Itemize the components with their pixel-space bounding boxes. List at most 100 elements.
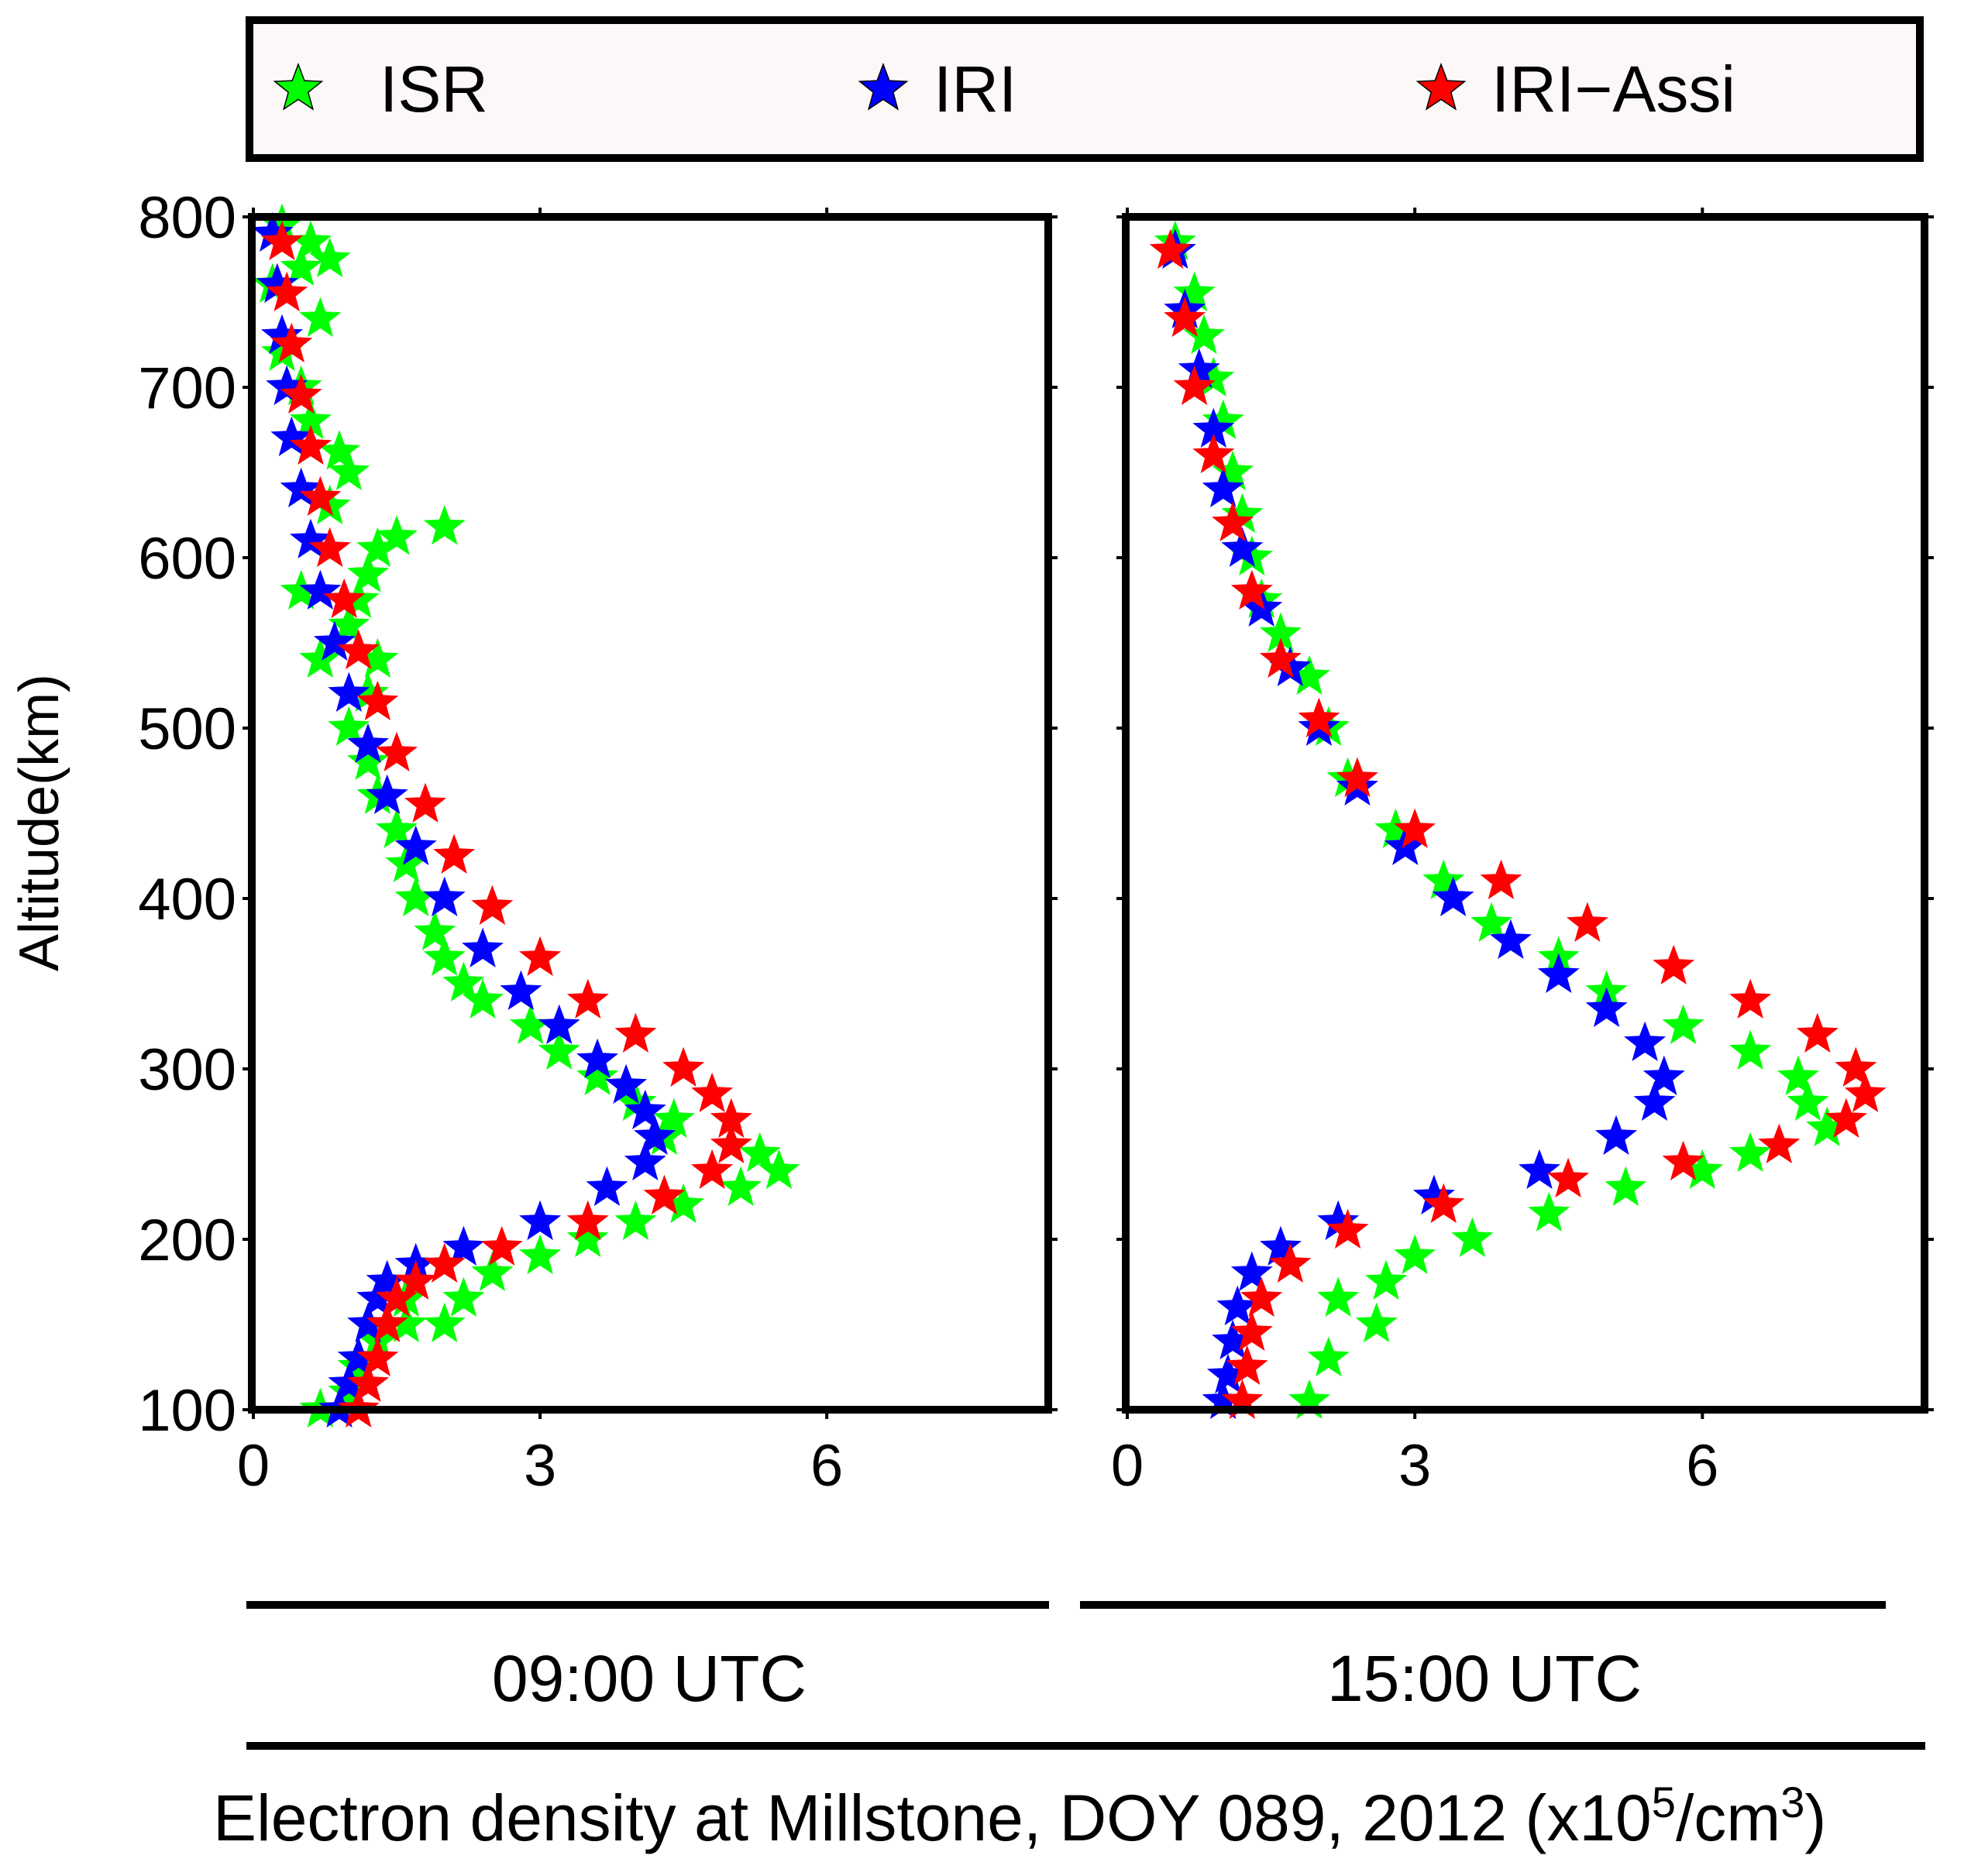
panel-1500: 0 3 6 xyxy=(1111,208,1934,1499)
point xyxy=(1432,876,1474,916)
point xyxy=(1230,569,1273,610)
point xyxy=(1221,527,1264,567)
point xyxy=(1624,1021,1667,1061)
point xyxy=(337,629,380,669)
series-iri-assi xyxy=(1149,228,1887,1419)
point xyxy=(624,1140,666,1180)
point xyxy=(270,416,313,456)
point xyxy=(280,246,322,286)
point xyxy=(1230,1311,1273,1351)
point xyxy=(347,740,390,780)
point xyxy=(738,1132,781,1172)
point xyxy=(289,424,332,465)
point xyxy=(260,220,304,260)
point xyxy=(538,1004,580,1044)
point xyxy=(442,1276,485,1317)
point xyxy=(394,825,437,865)
point xyxy=(480,1225,523,1266)
point xyxy=(347,552,390,593)
point xyxy=(1326,1208,1369,1249)
point xyxy=(1835,1046,1877,1087)
point xyxy=(1422,1183,1465,1223)
y-tick-label: 100 xyxy=(138,1378,236,1444)
point xyxy=(328,706,370,746)
point xyxy=(1796,1012,1839,1053)
y-tick-label: 700 xyxy=(138,356,236,421)
point xyxy=(423,1302,466,1342)
point xyxy=(1777,1055,1820,1095)
point xyxy=(270,322,313,362)
x-tick-label: 3 xyxy=(1398,1433,1431,1499)
point xyxy=(1164,297,1206,337)
point xyxy=(1566,902,1608,942)
point xyxy=(1422,859,1465,899)
panel-label-1500: 15:00 UTC xyxy=(1327,1642,1642,1715)
point xyxy=(1489,919,1532,959)
point xyxy=(280,373,322,414)
point xyxy=(605,1063,648,1104)
y-tick-label: 400 xyxy=(138,867,236,933)
panel-label-0900: 09:00 UTC xyxy=(492,1642,807,1715)
y-tick-label: 600 xyxy=(138,526,236,592)
point xyxy=(299,637,342,678)
point xyxy=(1825,1098,1867,1138)
point xyxy=(299,297,342,337)
point xyxy=(347,1362,390,1402)
point xyxy=(691,1149,734,1189)
legend-box xyxy=(246,16,1924,162)
point xyxy=(366,1302,408,1342)
point xyxy=(376,731,418,771)
point xyxy=(1537,953,1580,993)
point xyxy=(1298,697,1340,737)
point xyxy=(566,978,609,1019)
point xyxy=(1518,1149,1561,1189)
series-isr xyxy=(251,203,800,1428)
point xyxy=(404,782,447,823)
point xyxy=(1787,1081,1829,1121)
point xyxy=(691,1072,734,1112)
point xyxy=(376,515,418,555)
point xyxy=(1202,467,1244,507)
plot-frame xyxy=(1122,213,1928,1414)
point xyxy=(566,1200,609,1240)
point xyxy=(586,1166,628,1206)
point xyxy=(1633,1081,1676,1121)
y-tick-label: 800 xyxy=(138,185,236,251)
point xyxy=(1585,987,1628,1027)
point xyxy=(356,680,399,720)
point xyxy=(538,1029,580,1070)
point xyxy=(442,1225,485,1266)
point xyxy=(414,910,456,950)
point xyxy=(1451,1217,1494,1257)
point xyxy=(500,970,542,1010)
point xyxy=(299,569,342,610)
point xyxy=(710,1123,752,1163)
legend-marker-1 xyxy=(273,62,324,111)
point xyxy=(1212,501,1254,541)
point xyxy=(710,1098,752,1138)
point xyxy=(1662,1140,1704,1180)
point xyxy=(1192,433,1235,473)
panel-0900: 100 200 300 400 500 600 700 800 0 3 6 xyxy=(138,185,1058,1499)
x-tick-label: 6 xyxy=(1686,1433,1718,1499)
point xyxy=(1240,1276,1283,1317)
point xyxy=(356,1336,399,1376)
point xyxy=(720,1166,762,1206)
point xyxy=(347,723,390,763)
point xyxy=(566,1217,609,1257)
x-axis-label: Electron density at Millstone, DOY 089, … xyxy=(213,1778,1826,1854)
point xyxy=(1269,1242,1312,1283)
point xyxy=(1528,1191,1570,1232)
y-axis-label: Altitude(km) xyxy=(9,674,71,971)
point xyxy=(433,833,476,874)
point xyxy=(643,1174,686,1215)
point xyxy=(519,1200,562,1240)
point xyxy=(423,876,466,916)
point xyxy=(519,1234,562,1274)
point xyxy=(266,271,308,311)
point xyxy=(1844,1072,1887,1112)
point xyxy=(1642,1055,1685,1095)
point xyxy=(1336,757,1378,797)
point xyxy=(423,1242,466,1283)
